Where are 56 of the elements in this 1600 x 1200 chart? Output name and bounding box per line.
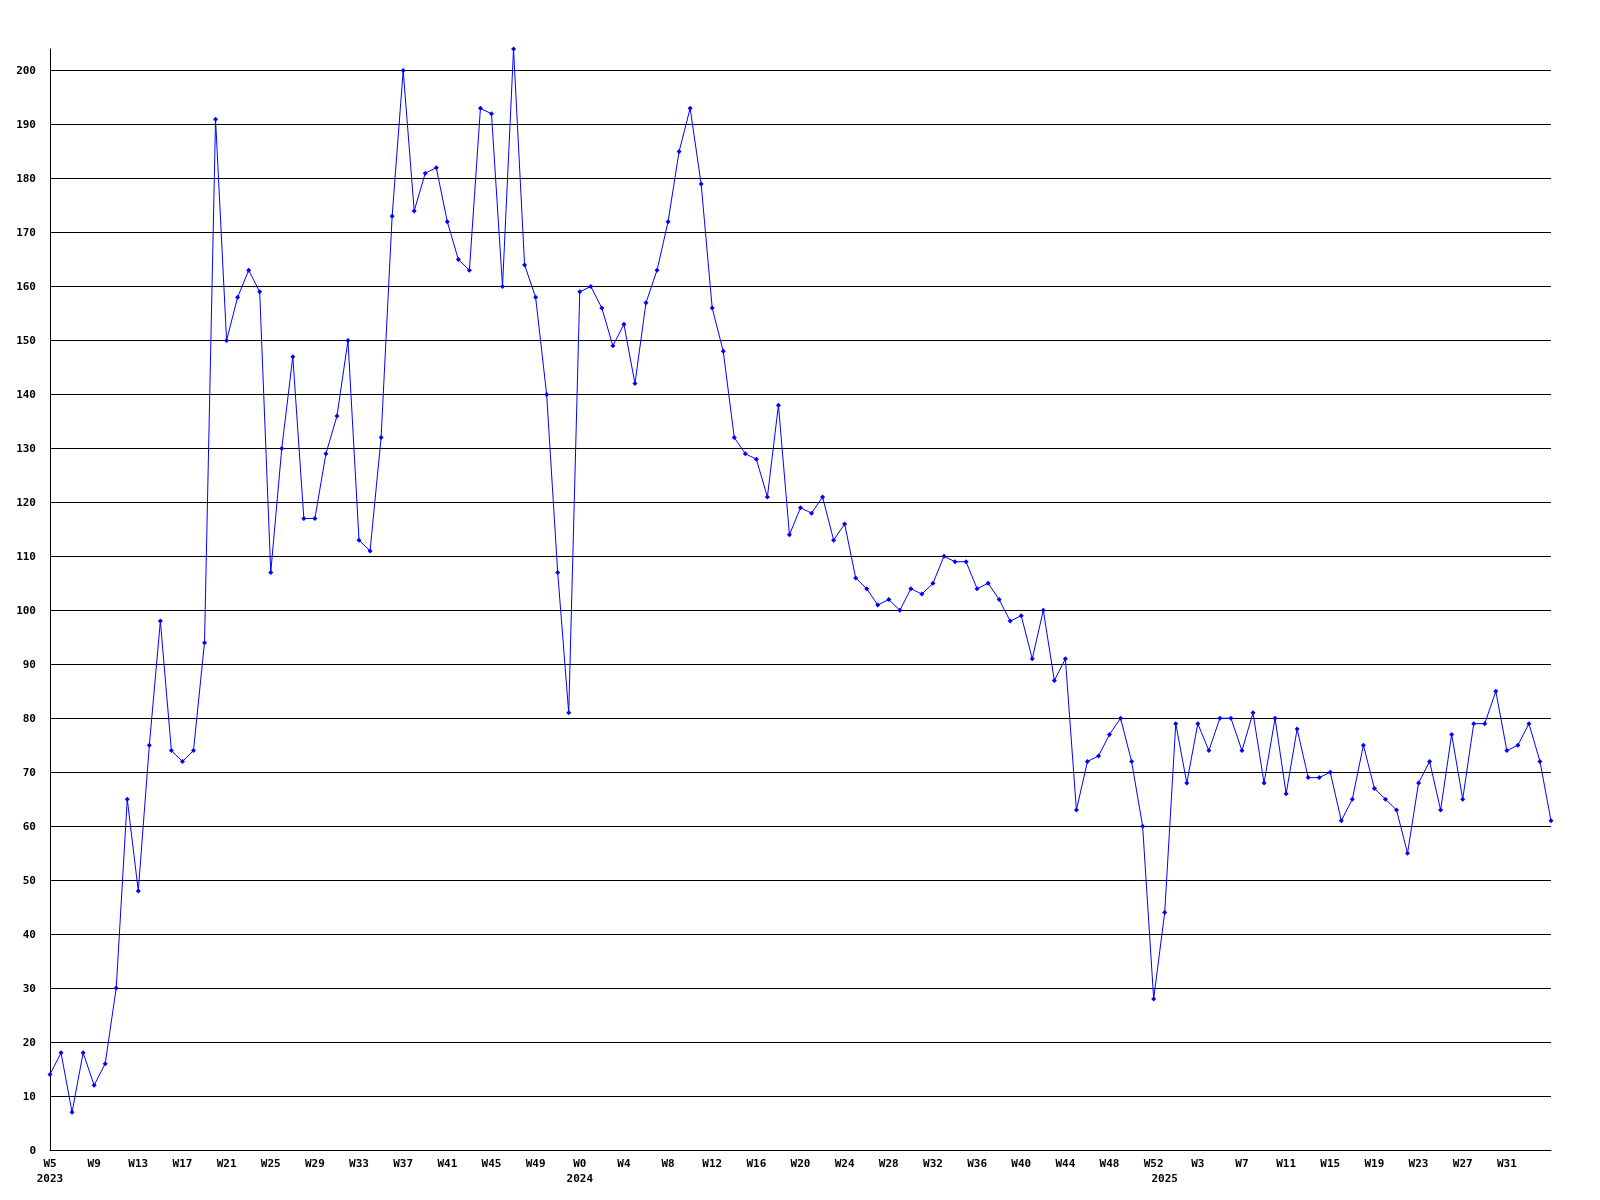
- y-tick-label: 190: [16, 118, 36, 132]
- y-tick-label: 130: [16, 441, 36, 455]
- y-tick-label: 200: [16, 64, 36, 78]
- x-tick-label: W20: [790, 1157, 811, 1170]
- x-tick-label: W0 2024: [566, 1157, 594, 1185]
- y-tick-label: 180: [16, 172, 36, 186]
- x-tick-label: W32: [923, 1157, 943, 1170]
- x-tick-label: W49: [525, 1157, 546, 1170]
- x-tick-label: W40: [1011, 1157, 1032, 1170]
- x-tick-label: W3: [1191, 1157, 1205, 1170]
- x-tick-label: W41: [437, 1157, 458, 1170]
- x-tick-label: W31: [1496, 1157, 1518, 1170]
- x-tick-label: W7: [1235, 1157, 1249, 1170]
- y-tick-label: 40: [22, 927, 36, 941]
- x-tick-label: W24: [834, 1157, 855, 1170]
- x-tick-label: W16: [746, 1157, 767, 1170]
- y-tick-label: 170: [16, 226, 36, 239]
- y-tick-label: 50: [22, 873, 36, 887]
- y-tick-label: 20: [22, 1035, 36, 1049]
- x-tick-label: W23: [1408, 1157, 1429, 1170]
- x-tick-label: W9: [87, 1157, 101, 1170]
- x-tick-label: W45: [481, 1157, 502, 1170]
- x-tick-label: W28: [878, 1157, 899, 1170]
- y-tick-label: 70: [22, 765, 36, 779]
- y-tick-label: 90: [22, 657, 36, 671]
- x-tick-label: W13: [128, 1157, 149, 1170]
- y-tick-label: 110: [16, 549, 36, 563]
- x-tick-label: W25: [260, 1157, 281, 1170]
- y-tick-label: 10: [22, 1089, 36, 1103]
- y-tick-label: 150: [16, 333, 36, 347]
- y-tick-label: 140: [16, 387, 36, 401]
- y-tick-label: 30: [22, 981, 36, 995]
- x-tick-label: W12: [702, 1157, 723, 1170]
- y-tick-label: 60: [22, 819, 36, 833]
- x-tick-label: W8: [661, 1157, 675, 1170]
- y-tick-label: 160: [16, 279, 36, 293]
- x-tick-label: W19: [1364, 1157, 1385, 1170]
- x-tick-label: W4: [617, 1157, 631, 1170]
- y-tick-label: 80: [22, 711, 36, 725]
- y-tick-label: 0: [29, 1143, 36, 1157]
- x-tick-label: W52: [1143, 1157, 1164, 1170]
- x-tick-label: W15: [1320, 1157, 1341, 1170]
- x-tick-label: W29: [304, 1157, 325, 1170]
- x-tick-label: W48: [1099, 1157, 1120, 1170]
- y-tick-label: 120: [16, 495, 36, 509]
- x-tick-label: W21: [216, 1157, 237, 1170]
- x-tick-label: W5 2023: [36, 1157, 64, 1185]
- x-tick-label: W33: [349, 1157, 369, 1170]
- x-tick-label: W36: [967, 1157, 988, 1170]
- x-tick-label: 2025: [1151, 1172, 1178, 1185]
- x-tick-label: W27: [1452, 1157, 1473, 1170]
- x-tick-label: W17: [172, 1157, 193, 1170]
- x-tick-label: W11: [1276, 1157, 1297, 1170]
- x-tick-label: W37: [393, 1157, 414, 1170]
- x-tick-label: W44: [1055, 1157, 1076, 1170]
- y-tick-label: 100: [16, 603, 36, 617]
